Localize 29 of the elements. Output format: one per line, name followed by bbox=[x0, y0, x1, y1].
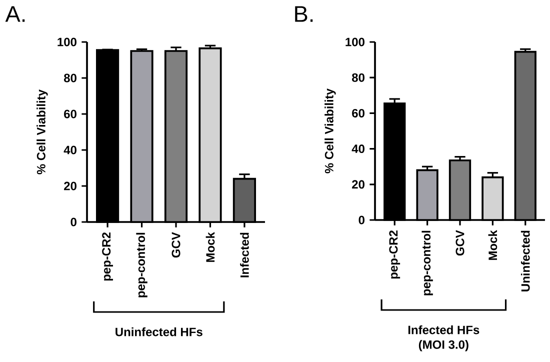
y-tick-label: 0 bbox=[70, 218, 76, 226]
x-tick-label: Mock bbox=[488, 230, 498, 260]
y-tick-label: 100 bbox=[58, 38, 76, 46]
text: (MOI 3.0) bbox=[418, 340, 468, 352]
x-tick-label: GCV bbox=[456, 230, 464, 256]
y-axis-title: % Cell Viability bbox=[36, 89, 48, 174]
x-tick-label: Uninfected bbox=[520, 230, 530, 292]
y-tick-label: 20 bbox=[352, 180, 364, 189]
y-axis-title: % Cell Viability bbox=[324, 88, 336, 174]
y-tick-label: 60 bbox=[352, 108, 364, 118]
y-tick-label: 80 bbox=[64, 74, 76, 82]
text: Uninfected HFs bbox=[116, 327, 202, 336]
x-tick-label: pep-CR2 bbox=[389, 230, 400, 279]
x-tick-label: pep-control bbox=[136, 232, 148, 298]
x-tick-label: Mock bbox=[206, 232, 215, 262]
chart-title: A. bbox=[5, 6, 25, 22]
x-tick-label: GCV bbox=[172, 232, 180, 258]
y-tick-label: 40 bbox=[64, 146, 76, 154]
chart-title: B. bbox=[295, 6, 313, 22]
x-tick-label: pep-control bbox=[422, 230, 433, 296]
x-tick-label: Infected bbox=[240, 232, 249, 278]
text: Infected HFs bbox=[408, 325, 480, 334]
y-tick-label: 40 bbox=[352, 144, 364, 154]
x-tick-label: pep-CR2 bbox=[102, 232, 113, 281]
y-tick-label: 80 bbox=[352, 73, 364, 82]
y-tick-label: 20 bbox=[64, 182, 76, 190]
y-tick-label: 0 bbox=[358, 216, 364, 224]
y-tick-label: 60 bbox=[64, 110, 76, 118]
y-tick-label: 100 bbox=[346, 38, 364, 46]
